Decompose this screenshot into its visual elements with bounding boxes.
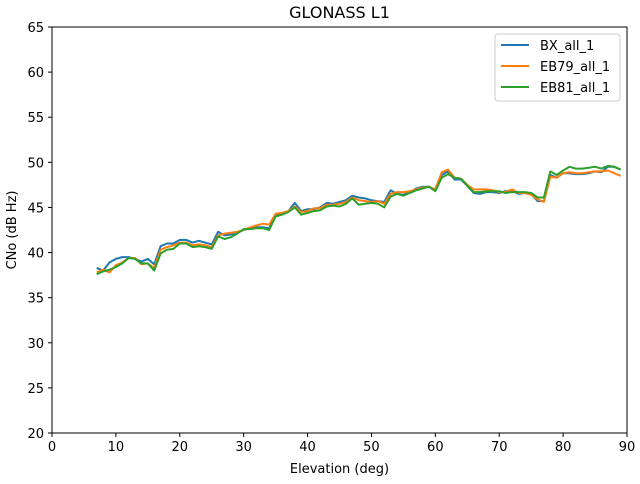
x-tick-label: 10	[108, 440, 125, 455]
x-tick-label: 0	[48, 440, 56, 455]
y-tick-label: 40	[27, 247, 44, 262]
x-tick-label: 40	[299, 440, 316, 455]
y-tick-label: 50	[27, 156, 44, 171]
x-tick-label: 20	[172, 440, 189, 455]
y-tick-label: 35	[27, 292, 44, 307]
y-axis-label: CNo (dB Hz)	[5, 191, 20, 270]
series-line-eb81-all-1	[96, 164, 622, 276]
y-tick-label: 55	[27, 111, 44, 126]
y-tick-label: 45	[27, 201, 44, 216]
legend-label: EB79_all_1	[540, 60, 610, 75]
x-tick-label: 70	[491, 440, 508, 455]
y-tick-label: 25	[27, 382, 44, 397]
legend-box	[494, 33, 621, 102]
y-tick-label: 20	[27, 427, 44, 442]
x-tick-label: 90	[619, 440, 636, 455]
x-axis-label: Elevation (deg)	[290, 462, 389, 477]
y-tick-label: 65	[27, 21, 44, 36]
plot-frame	[51, 26, 628, 434]
chart-title: GLONASS L1	[289, 3, 390, 22]
legend-label: EB81_all_1	[540, 81, 610, 96]
y-tick-label: 60	[27, 66, 44, 81]
x-tick-label: 60	[427, 440, 444, 455]
legend-label: BX_all_1	[540, 39, 594, 54]
y-tick-label: 30	[27, 337, 44, 352]
x-tick-label: 50	[363, 440, 380, 455]
legend: BX_all_1 EB79_all_1 EB81_all_1	[494, 33, 621, 102]
x-tick-label: 30	[235, 440, 252, 455]
x-tick-label: 80	[555, 440, 572, 455]
